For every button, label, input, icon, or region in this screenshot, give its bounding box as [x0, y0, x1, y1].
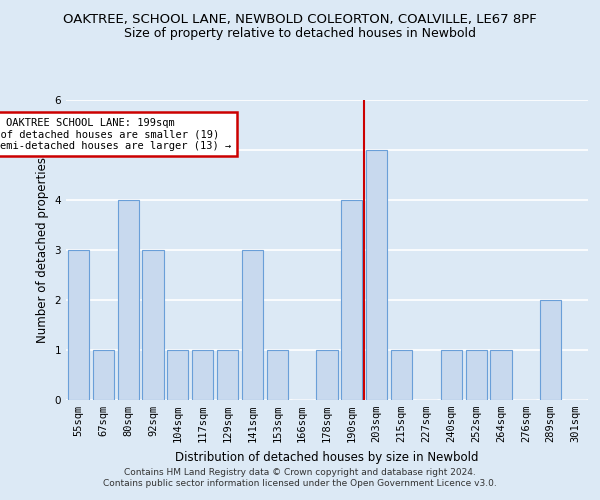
Bar: [118, 200, 139, 400]
Bar: [540, 300, 561, 400]
Text: OAKTREE SCHOOL LANE: 199sqm
← 59% of detached houses are smaller (19)
41% of sem: OAKTREE SCHOOL LANE: 199sqm ← 59% of det…: [0, 118, 232, 150]
Bar: [242, 250, 263, 400]
Bar: [490, 350, 512, 400]
Y-axis label: Number of detached properties: Number of detached properties: [36, 157, 49, 343]
Text: Contains HM Land Registry data © Crown copyright and database right 2024.
Contai: Contains HM Land Registry data © Crown c…: [103, 468, 497, 487]
Bar: [192, 350, 213, 400]
Text: Size of property relative to detached houses in Newbold: Size of property relative to detached ho…: [124, 28, 476, 40]
Bar: [217, 350, 238, 400]
Bar: [441, 350, 462, 400]
Bar: [68, 250, 89, 400]
Bar: [466, 350, 487, 400]
Bar: [142, 250, 164, 400]
Bar: [93, 350, 114, 400]
Text: OAKTREE, SCHOOL LANE, NEWBOLD COLEORTON, COALVILLE, LE67 8PF: OAKTREE, SCHOOL LANE, NEWBOLD COLEORTON,…: [63, 12, 537, 26]
Bar: [366, 150, 387, 400]
Bar: [316, 350, 338, 400]
Bar: [341, 200, 362, 400]
Bar: [391, 350, 412, 400]
Bar: [167, 350, 188, 400]
Bar: [267, 350, 288, 400]
X-axis label: Distribution of detached houses by size in Newbold: Distribution of detached houses by size …: [175, 450, 479, 464]
